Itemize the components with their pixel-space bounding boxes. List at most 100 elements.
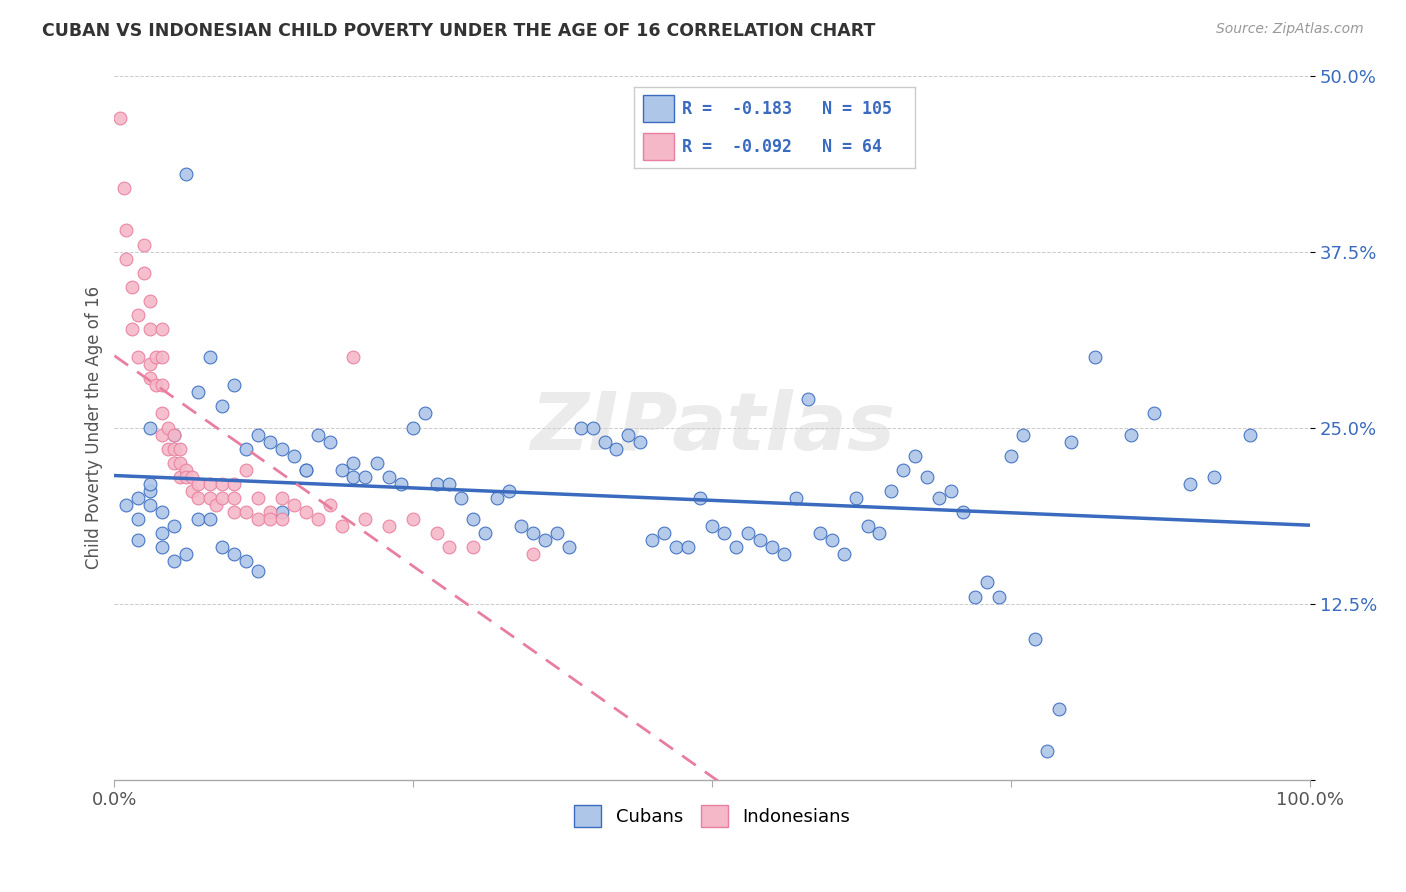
Point xyxy=(641,533,664,548)
Point xyxy=(498,483,520,498)
Point xyxy=(187,476,209,491)
Point xyxy=(330,463,353,477)
Point xyxy=(724,541,747,555)
Point xyxy=(145,378,167,392)
Point xyxy=(1084,350,1107,364)
Point xyxy=(1047,702,1070,716)
Point xyxy=(1204,470,1226,484)
Point xyxy=(378,519,401,533)
Point xyxy=(426,526,449,541)
Point xyxy=(157,420,180,434)
Point xyxy=(581,420,603,434)
Point xyxy=(856,519,879,533)
Point xyxy=(437,541,460,555)
Point xyxy=(904,449,927,463)
Point xyxy=(557,541,579,555)
Point xyxy=(485,491,508,505)
Point xyxy=(174,463,197,477)
Point xyxy=(689,491,711,505)
Point xyxy=(187,491,209,505)
Point xyxy=(509,519,531,533)
Point xyxy=(127,491,149,505)
Point xyxy=(821,533,844,548)
Point xyxy=(461,541,484,555)
Point xyxy=(294,463,316,477)
Point xyxy=(808,526,831,541)
Point xyxy=(139,357,162,371)
Point xyxy=(134,237,156,252)
Point xyxy=(1239,427,1261,442)
Point xyxy=(354,512,377,526)
Point xyxy=(246,512,269,526)
Point xyxy=(522,547,544,561)
Point xyxy=(127,308,149,322)
Point xyxy=(139,420,162,434)
Point xyxy=(318,434,340,449)
Point xyxy=(270,491,292,505)
Point xyxy=(1000,449,1022,463)
Point xyxy=(112,181,135,195)
Point xyxy=(169,470,191,484)
Point xyxy=(127,533,149,548)
Point xyxy=(121,279,143,293)
Point xyxy=(605,442,627,456)
Point xyxy=(259,434,281,449)
Point xyxy=(150,322,173,336)
Point xyxy=(121,322,143,336)
Point xyxy=(127,512,149,526)
Point xyxy=(198,350,221,364)
Point xyxy=(569,420,592,434)
Point xyxy=(389,476,412,491)
Point xyxy=(235,554,257,568)
Point xyxy=(941,483,963,498)
Point xyxy=(785,491,807,505)
Point xyxy=(773,547,796,561)
Point xyxy=(270,505,292,519)
Point xyxy=(283,449,305,463)
Point xyxy=(426,476,449,491)
Point xyxy=(893,463,915,477)
Point xyxy=(330,519,353,533)
Point xyxy=(246,564,269,578)
Point xyxy=(211,476,233,491)
Point xyxy=(402,512,425,526)
Point xyxy=(211,400,233,414)
Point xyxy=(139,476,162,491)
Point xyxy=(474,526,496,541)
Point xyxy=(880,483,903,498)
Point xyxy=(211,541,233,555)
Point xyxy=(988,590,1011,604)
Point xyxy=(342,456,364,470)
Point xyxy=(461,512,484,526)
Point xyxy=(366,456,388,470)
Point xyxy=(665,541,688,555)
Point xyxy=(1024,632,1046,646)
Point xyxy=(1180,476,1202,491)
Point xyxy=(139,498,162,512)
Point xyxy=(676,541,699,555)
Point xyxy=(1119,427,1142,442)
Point xyxy=(270,512,292,526)
Point xyxy=(845,491,868,505)
Point xyxy=(294,463,316,477)
Point xyxy=(150,378,173,392)
Point xyxy=(700,519,723,533)
Point xyxy=(652,526,675,541)
Point xyxy=(259,505,281,519)
Point xyxy=(150,350,173,364)
Point xyxy=(294,505,316,519)
Point xyxy=(246,427,269,442)
Point xyxy=(198,476,221,491)
Point xyxy=(342,350,364,364)
Point xyxy=(157,442,180,456)
Point xyxy=(150,407,173,421)
Point xyxy=(134,266,156,280)
Point xyxy=(965,590,987,604)
Point xyxy=(593,434,616,449)
Point xyxy=(1036,744,1059,758)
Point xyxy=(737,526,759,541)
Text: ZIPatlas: ZIPatlas xyxy=(530,389,894,467)
Point xyxy=(307,512,329,526)
Point xyxy=(169,442,191,456)
Point xyxy=(163,519,186,533)
